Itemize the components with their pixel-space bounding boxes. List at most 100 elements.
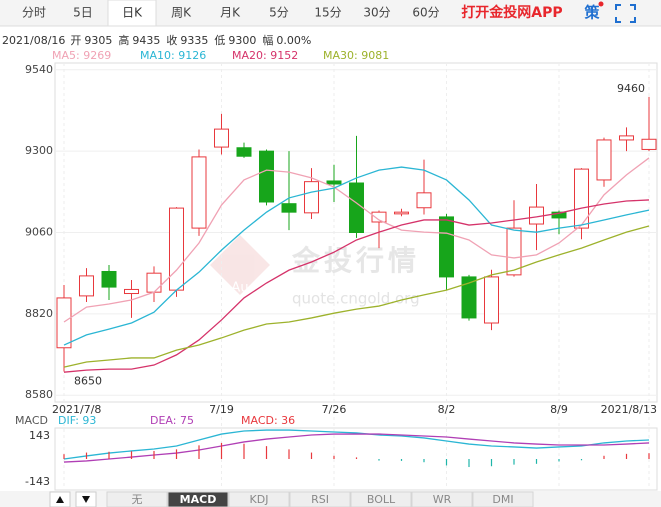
candle-body bbox=[101, 270, 117, 288]
fullscreen-icon[interactable] bbox=[615, 4, 636, 23]
indicator-tab-bg[interactable] bbox=[106, 491, 168, 507]
macd-legend-entry: DIF: 93 bbox=[58, 414, 96, 427]
candle-body bbox=[169, 207, 184, 291]
y-tick-label: 9060 bbox=[25, 226, 53, 239]
info-label: 收 bbox=[166, 33, 177, 47]
candle-body bbox=[191, 156, 207, 229]
candle-body bbox=[326, 180, 342, 185]
legend-entry: MA10: 9126 bbox=[140, 49, 206, 62]
macd-line bbox=[63, 433, 650, 463]
macd-y-tick-label: 143 bbox=[29, 429, 50, 442]
info-label: 开 bbox=[70, 34, 81, 47]
y-tick-label: 8820 bbox=[25, 307, 53, 320]
indicator-tab[interactable]: WR bbox=[433, 493, 452, 506]
candle-body bbox=[574, 168, 589, 229]
x-tick-label: 7/19 bbox=[209, 403, 234, 416]
watermark-logo: Au bbox=[210, 235, 270, 296]
tab[interactable]: 分时 bbox=[22, 6, 46, 20]
svg-text:Au: Au bbox=[231, 281, 248, 296]
tab[interactable]: 5分 bbox=[269, 6, 289, 20]
indicator-tab[interactable]: 无 bbox=[132, 493, 143, 506]
info-value: 0.00% bbox=[276, 34, 311, 47]
candle-body bbox=[304, 181, 319, 214]
tab[interactable]: 月K bbox=[220, 6, 241, 20]
strategy-button[interactable]: 策 bbox=[583, 4, 600, 22]
watermark-url: quote.cngold.org bbox=[292, 290, 420, 308]
y-tick-label: 8580 bbox=[25, 388, 53, 401]
candle-body bbox=[214, 128, 229, 148]
candle-body bbox=[124, 288, 139, 295]
info-value: 9335 bbox=[180, 34, 208, 47]
macd-title: MACD bbox=[15, 414, 48, 427]
indicator-tab-bg[interactable] bbox=[350, 491, 412, 507]
candle-body bbox=[596, 139, 612, 181]
legend-entry: MA20: 9152 bbox=[232, 49, 298, 62]
down-arrow-icon bbox=[82, 496, 90, 503]
indicator-tab-bg[interactable] bbox=[289, 491, 351, 507]
macd-legend-entry: MACD: 36 bbox=[241, 414, 295, 427]
tab[interactable]: 60分 bbox=[412, 6, 439, 20]
ma-line bbox=[63, 199, 650, 373]
candle-body bbox=[641, 138, 657, 150]
ma-line bbox=[63, 225, 650, 368]
candle-body bbox=[281, 203, 297, 213]
macd-y-tick-label: -143 bbox=[25, 475, 50, 488]
ma-line bbox=[63, 166, 650, 346]
indicator-tab-bg[interactable] bbox=[411, 491, 473, 507]
macd-legend-entry: DEA: 75 bbox=[150, 414, 194, 427]
y-tick-label: 9540 bbox=[25, 63, 53, 76]
legend-entry: MA5: 9269 bbox=[52, 49, 111, 62]
notify-dot bbox=[598, 1, 604, 7]
tab-selected-bg bbox=[107, 0, 157, 27]
macd-line bbox=[63, 429, 650, 460]
indicator-tab[interactable]: DMI bbox=[492, 493, 513, 506]
candle-body bbox=[619, 135, 634, 141]
tab[interactable]: 30分 bbox=[363, 6, 390, 20]
x-tick-label: 2021/7/8 bbox=[52, 403, 101, 416]
info-label: 低 bbox=[214, 34, 225, 47]
ma-line bbox=[63, 157, 650, 323]
x-tick-label: 8/9 bbox=[550, 403, 568, 416]
candle-body bbox=[259, 150, 274, 203]
tab[interactable]: 5日 bbox=[73, 6, 93, 20]
app-link[interactable]: 打开金投网APP bbox=[461, 4, 562, 21]
candle-body bbox=[484, 276, 499, 324]
candle-body bbox=[506, 227, 522, 276]
indicator-tab[interactable]: RSI bbox=[311, 493, 329, 506]
indicator-tab[interactable]: MACD bbox=[180, 493, 217, 506]
indicator-tab-bg[interactable] bbox=[167, 491, 229, 507]
info-label: 幅 bbox=[262, 34, 273, 47]
indicator-tab-bg[interactable] bbox=[228, 491, 290, 507]
candle-body bbox=[551, 211, 567, 219]
x-tick-label: 8/2 bbox=[438, 403, 456, 416]
candle-body bbox=[461, 276, 477, 319]
watermark-title: 金投行情 bbox=[291, 244, 420, 277]
tab[interactable]: 日K bbox=[122, 6, 143, 20]
info-value: 9300 bbox=[228, 34, 256, 47]
indicator-tab-bg[interactable] bbox=[472, 491, 534, 507]
indicator-tab[interactable]: BOLL bbox=[367, 493, 396, 506]
candle-body bbox=[439, 216, 454, 278]
high-annotation: 9460 bbox=[617, 82, 645, 95]
x-tick-label: 2021/8/13 bbox=[601, 403, 657, 416]
info-value: 9305 bbox=[84, 34, 112, 47]
candle-body bbox=[416, 192, 432, 209]
candle-body bbox=[394, 211, 409, 215]
candle-body bbox=[79, 275, 94, 297]
macd-frame bbox=[54, 427, 658, 491]
info-label: 高 bbox=[118, 33, 129, 47]
indicator-tab[interactable]: KDJ bbox=[250, 493, 269, 506]
candle-body bbox=[349, 182, 364, 233]
candle-body bbox=[371, 211, 387, 223]
candle-body bbox=[146, 272, 162, 293]
up-arrow-icon bbox=[56, 496, 64, 503]
tab[interactable]: 周K bbox=[171, 6, 192, 20]
y-tick-label: 9300 bbox=[25, 144, 53, 157]
x-tick-label: 7/26 bbox=[322, 403, 347, 416]
legend-entry: MA30: 9081 bbox=[323, 49, 389, 62]
tab[interactable]: 15分 bbox=[314, 6, 341, 20]
info-value: 9435 bbox=[132, 34, 160, 47]
info-date: 2021/08/16 bbox=[2, 34, 65, 47]
low-annotation: 8650 bbox=[74, 374, 102, 387]
